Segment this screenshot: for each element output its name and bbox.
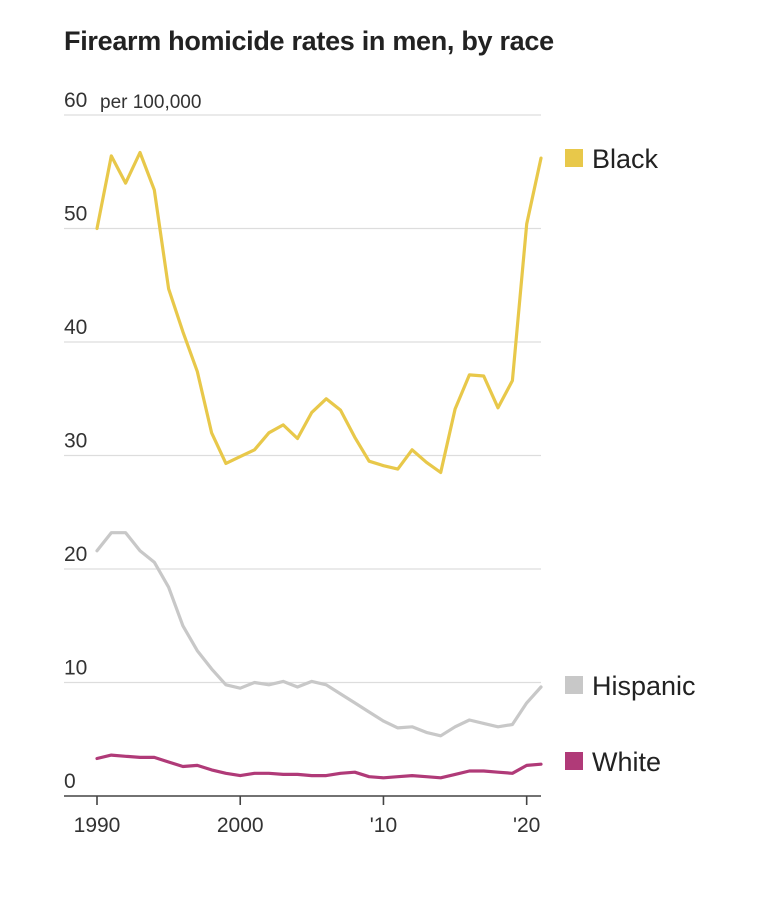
legend-swatch-white bbox=[565, 752, 583, 770]
series-line-black bbox=[95, 150, 543, 475]
y-tick-label-40: 40 bbox=[64, 316, 87, 339]
series-line-white bbox=[95, 753, 543, 780]
y-axis-ticks: 0 10 20 30 40 50 60 bbox=[64, 89, 87, 793]
gridlines bbox=[64, 114, 541, 684]
legend-swatch-black bbox=[565, 149, 583, 167]
y-tick-label-50: 50 bbox=[64, 203, 87, 226]
y-axis-unit-label: per 100,000 bbox=[100, 92, 201, 113]
series-line-hispanic bbox=[95, 531, 543, 738]
legend-swatch-hispanic bbox=[565, 676, 583, 694]
legend-label-hispanic: Hispanic bbox=[592, 671, 696, 701]
x-tick-label-2020: '20 bbox=[513, 814, 540, 837]
x-tick-label-2000: 2000 bbox=[217, 814, 264, 837]
legend-label-black: Black bbox=[592, 144, 659, 174]
x-tick-label-2010: '10 bbox=[370, 814, 397, 837]
y-tick-label-30: 30 bbox=[64, 430, 87, 453]
y-tick-label-20: 20 bbox=[64, 543, 87, 566]
legend-label-white: White bbox=[592, 747, 661, 777]
x-tick-label-1990: 1990 bbox=[74, 814, 121, 837]
y-tick-label-10: 10 bbox=[64, 657, 87, 680]
y-tick-label-60: 60 bbox=[64, 89, 87, 112]
chart-title: Firearm homicide rates in men, by race bbox=[64, 26, 554, 56]
x-axis: 1990 2000 '10 '20 bbox=[64, 795, 541, 837]
y-tick-label-0: 0 bbox=[64, 770, 76, 793]
legend: Black Hispanic White bbox=[565, 144, 696, 777]
series-lines bbox=[95, 150, 543, 780]
